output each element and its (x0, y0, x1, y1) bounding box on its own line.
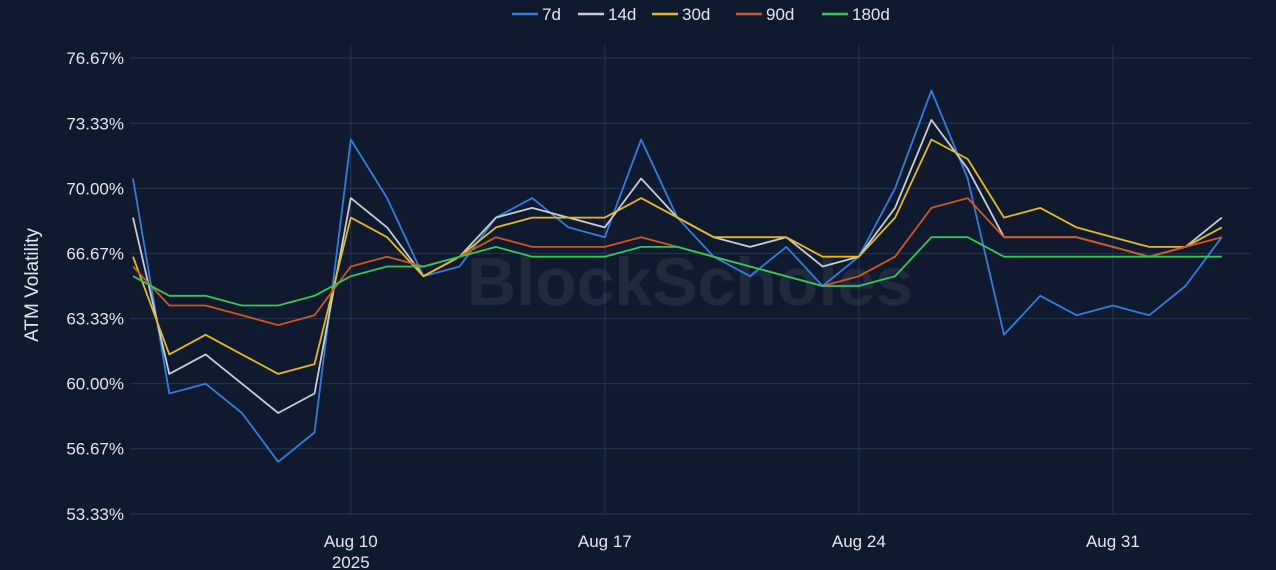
y-axis: 76.67% 73.33% 70.00% 66.67% 63.33% 60.00% 56.6… (66, 49, 124, 524)
y-tick-label: 73.33% (66, 114, 124, 133)
series-lines (132, 89, 1223, 463)
x-axis: Aug 10 2025 Aug 17 Aug 24 Aug 31 (324, 532, 1140, 570)
y-tick-label: 53.33% (66, 505, 124, 524)
legend-item-14d[interactable]: 14d (578, 5, 636, 24)
y-axis-title: ATM Volatility (22, 228, 43, 342)
y-tick-label: 63.33% (66, 310, 124, 329)
legend-label: 180d (852, 5, 890, 24)
legend-label: 14d (608, 5, 636, 24)
legend-item-7d[interactable]: 7d (512, 5, 561, 24)
x-tick-sublabel: 2025 (332, 553, 370, 570)
x-tick-label: Aug 24 (832, 532, 886, 551)
legend-label: 90d (766, 5, 794, 24)
y-tick-label: 60.00% (66, 375, 124, 394)
x-tick-label: Aug 10 (324, 532, 378, 551)
series-line-180d (132, 236, 1222, 307)
legend-label: 7d (542, 5, 561, 24)
watermark-text: BlockScholes (467, 244, 913, 320)
y-tick-label: 70.00% (66, 179, 124, 198)
legend[interactable]: 7d 14d 30d 90d 180d (512, 5, 890, 24)
x-tick-label: Aug 17 (578, 532, 632, 551)
x-tick-label: Aug 31 (1086, 532, 1140, 551)
y-tick-label: 76.67% (66, 49, 124, 68)
legend-item-90d[interactable]: 90d (736, 5, 794, 24)
legend-item-30d[interactable]: 30d (652, 5, 710, 24)
y-tick-label: 66.67% (66, 244, 124, 263)
legend-label: 30d (682, 5, 710, 24)
series-line-30d (132, 138, 1223, 375)
y-tick-label: 56.67% (66, 440, 124, 459)
legend-item-180d[interactable]: 180d (822, 5, 890, 24)
